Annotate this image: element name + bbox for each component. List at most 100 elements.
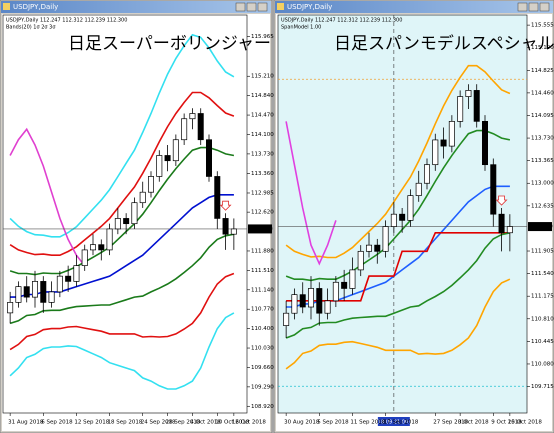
candle-body bbox=[374, 244, 381, 252]
candle-body bbox=[205, 139, 213, 177]
candle-body bbox=[214, 176, 221, 219]
candle-body bbox=[164, 155, 171, 162]
y-tick-label: 111.510 bbox=[251, 268, 274, 274]
candle-body bbox=[189, 113, 196, 120]
y-tick-label: 110.770 bbox=[251, 307, 274, 313]
candle-body bbox=[73, 265, 80, 282]
indicator-line bbox=[285, 129, 511, 282]
candle-body bbox=[390, 213, 397, 227]
indicator-label: SpanModel 1.00 bbox=[281, 25, 321, 31]
candle-body bbox=[415, 182, 422, 196]
candle-body bbox=[506, 226, 513, 234]
indicator-line bbox=[9, 233, 235, 325]
indicator-line bbox=[285, 278, 511, 370]
candle-body bbox=[181, 118, 188, 141]
candle-body bbox=[131, 202, 138, 225]
candle-body bbox=[316, 288, 323, 314]
y-tick-label: 112.985 bbox=[251, 190, 274, 196]
chart-header: USDJPY,Daily 112.247 112.312 112.239 112… bbox=[6, 18, 127, 24]
x-tick-label: 18 Sep 2018 bbox=[108, 420, 143, 426]
x-tick-label: 3 Oct 2018 bbox=[458, 420, 489, 426]
candle-body bbox=[481, 121, 489, 166]
y-tick-label: 115.965 bbox=[251, 34, 274, 40]
candle-body bbox=[299, 294, 306, 308]
indicator-line bbox=[285, 121, 337, 266]
y-tick-label: 109.660 bbox=[251, 365, 274, 371]
candle-body bbox=[81, 249, 88, 267]
y-tick-label: 114.460 bbox=[531, 90, 554, 96]
y-tick-label: 114.095 bbox=[531, 113, 554, 119]
indicator-line bbox=[10, 194, 234, 298]
candle-body bbox=[222, 218, 229, 235]
minimize-button[interactable] bbox=[235, 2, 246, 12]
x-tick-label: 11 Sep 2018 bbox=[350, 420, 385, 426]
minimize-button[interactable] bbox=[517, 2, 528, 12]
x-tick-label: 9 Oct 2018 bbox=[491, 420, 522, 426]
candle-body bbox=[432, 139, 439, 166]
y-tick-label: 114.470 bbox=[251, 113, 274, 119]
x-tick-label: 15 Oct 2018 bbox=[508, 420, 543, 426]
candle-body bbox=[332, 281, 339, 302]
y-tick-label: 111.905 bbox=[531, 249, 554, 255]
y-tick-label: 113.730 bbox=[251, 151, 274, 157]
candle-body bbox=[40, 281, 47, 303]
candle-body bbox=[114, 218, 121, 230]
x-tick-label: 28 Sep 2018 bbox=[166, 420, 201, 426]
indicator-line bbox=[9, 146, 235, 276]
y-tick-label: 111.140 bbox=[251, 287, 274, 293]
candle-body bbox=[15, 286, 22, 303]
overlay-title: 日足スーパーボリンジャー bbox=[68, 34, 271, 54]
y-tick-label: 114.840 bbox=[251, 93, 274, 99]
candle-body bbox=[382, 226, 389, 252]
y-tick-label: 113.365 bbox=[531, 158, 554, 164]
y-tick-label: 114.825 bbox=[531, 68, 554, 74]
indicator-line bbox=[286, 232, 510, 302]
candle-body bbox=[230, 228, 237, 235]
indicator-line bbox=[9, 33, 235, 238]
current-price-label: 112.300 bbox=[250, 226, 273, 232]
candle-body bbox=[7, 302, 14, 314]
window-icon bbox=[277, 3, 284, 10]
indicator-line bbox=[9, 312, 235, 390]
candle-body bbox=[48, 291, 55, 303]
x-tick-label: 31 Aug 2018 bbox=[8, 420, 44, 426]
y-tick-label: 115.555 bbox=[531, 23, 554, 29]
candle-body bbox=[106, 228, 113, 251]
close-button[interactable] bbox=[257, 2, 268, 12]
overlay-title: 日足スパンモデルスペシャル bbox=[334, 33, 554, 54]
candle-body bbox=[172, 139, 179, 162]
y-tick-label: 110.400 bbox=[251, 326, 274, 332]
plot-frame bbox=[2, 14, 248, 414]
crosshair-label: 2018.09.21 00:00 bbox=[372, 420, 417, 426]
candle-body bbox=[473, 90, 480, 122]
candle-body bbox=[365, 244, 373, 252]
y-tick-label: 108.920 bbox=[251, 404, 274, 410]
y-tick-label: 112.635 bbox=[531, 203, 554, 209]
indicator-line bbox=[285, 232, 511, 339]
y-tick-label: 110.080 bbox=[531, 361, 554, 367]
y-tick-label: 113.730 bbox=[531, 136, 554, 142]
x-tick-label: 24 Sep 2018 bbox=[141, 420, 176, 426]
x-tick-label: 30 Aug 2018 bbox=[284, 420, 320, 426]
candle-body bbox=[156, 155, 163, 177]
y-tick-label: 109.290 bbox=[251, 384, 274, 390]
candle-body bbox=[349, 269, 356, 289]
y-tick-label: 110.810 bbox=[531, 316, 554, 322]
signal-arrow bbox=[219, 200, 232, 211]
close-button[interactable] bbox=[539, 2, 550, 12]
x-tick-label: 27 Sep 2018 bbox=[433, 420, 468, 426]
candle-body bbox=[324, 300, 331, 314]
candle-body bbox=[98, 244, 105, 251]
candle-body bbox=[197, 113, 204, 141]
y-tick-label: 114.100 bbox=[251, 132, 274, 138]
y-tick-label: 112.620 bbox=[251, 210, 274, 216]
candle-body bbox=[147, 176, 155, 193]
candle-body bbox=[89, 244, 97, 251]
indicator-line bbox=[9, 272, 235, 351]
candle-body bbox=[65, 275, 72, 282]
candle-body bbox=[23, 286, 30, 298]
maximize-button[interactable] bbox=[528, 2, 539, 12]
x-tick-label: 4 Oct 2018 bbox=[190, 420, 221, 426]
chart-header: USDJPY,Daily 112.247 112.312 112.239 112… bbox=[281, 18, 402, 24]
maximize-button[interactable] bbox=[246, 2, 257, 12]
